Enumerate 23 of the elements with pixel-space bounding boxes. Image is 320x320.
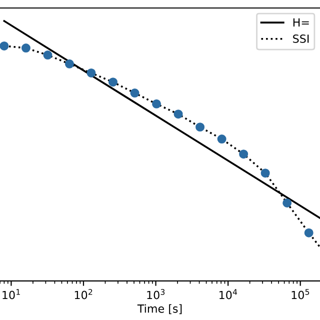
- point: [86, 68, 96, 78]
- x-tick-label: 10$^{1}$: [2, 289, 20, 300]
- x-tick-label: 10$^{4}$: [220, 289, 238, 300]
- point: [0, 41, 9, 50]
- legend-label: H=: [293, 18, 309, 26]
- point: [130, 88, 140, 98]
- point: [304, 228, 314, 238]
- point: [152, 99, 162, 108]
- point: [196, 122, 205, 132]
- legend-label: SSI: [293, 34, 309, 43]
- x-tick-label: 10$^{2}$: [74, 289, 92, 300]
- point: [282, 198, 292, 208]
- point: [64, 59, 74, 68]
- point: [174, 110, 183, 119]
- point: [260, 168, 270, 178]
- x-axis-title: Time [s]: [137, 304, 182, 314]
- point: [239, 150, 248, 159]
- point: [217, 134, 226, 144]
- point: [43, 50, 52, 60]
- point: [21, 44, 30, 53]
- x-tick-label: 10$^{3}$: [147, 289, 165, 300]
- x-tick-label: 10$^{5}$: [292, 289, 310, 300]
- point: [108, 78, 118, 87]
